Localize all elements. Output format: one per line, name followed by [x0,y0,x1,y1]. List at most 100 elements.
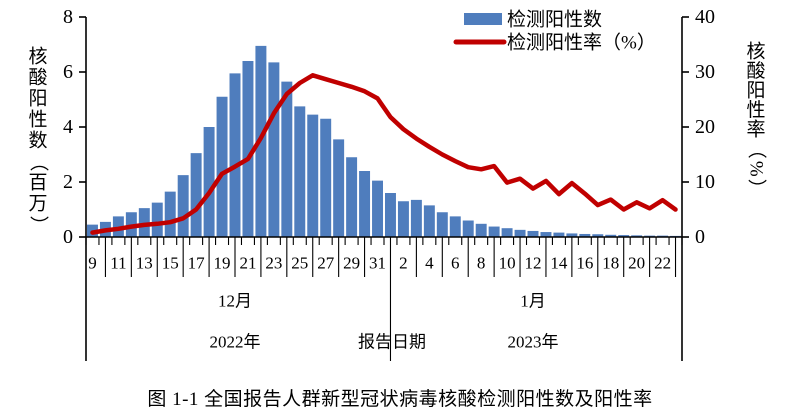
bar [281,81,293,238]
x-tick-label: 8 [477,254,486,273]
month-label: 1月 [520,292,546,311]
axis-title-char: 酸 [28,67,47,89]
axis-title-char: 性 [746,99,765,121]
bar [216,96,228,237]
x-tick-label: 18 [602,254,619,273]
x-tick-label: 13 [136,254,153,273]
axis-title-char: 性 [28,109,47,131]
bar [527,230,539,237]
bar [372,180,383,238]
left-axis-tick-label: 0 [63,226,73,248]
right-axis-tick-label: 10 [695,171,715,193]
x-tick-label: 10 [499,254,516,273]
left-axis-tick-label: 4 [63,116,73,138]
bar [449,216,461,238]
x-tick-label: 14 [550,254,568,273]
bar [138,208,150,238]
bar [605,234,617,237]
x-tick-label: 6 [451,254,460,273]
axis-title-char: ） [746,179,768,198]
bar [540,232,552,237]
bar [397,201,409,237]
bar [268,62,280,238]
bar [320,118,332,237]
bar [203,127,215,237]
bar [294,106,306,238]
bar [164,191,176,238]
bar [592,234,604,237]
bar [307,114,319,238]
x-tick-label: 9 [88,254,97,273]
axis-title-char: 百 [28,173,47,194]
axis-title-char: （ [28,152,50,171]
right-axis-tick-label: 30 [695,61,715,83]
axis-title-char: （ [746,140,768,159]
bar [385,193,396,237]
year-label: 2023年 [508,333,559,352]
right-axis-tick-label: 20 [695,116,715,138]
legend-bar-swatch-icon [464,13,502,25]
bar [177,175,189,238]
x-tick-label: 23 [265,254,282,273]
axis-title-char: 核 [28,46,47,68]
bar [229,73,241,238]
figure-caption: 图 1-1 全国报告人群新型冠状病毒核酸检测阳性数及阳性率 [147,389,653,410]
bar [488,226,500,237]
x-tick-label: 20 [628,254,645,273]
axis-title-char: 阳 [28,88,47,110]
x-tick-label: 25 [291,254,308,273]
bar [423,205,435,238]
right-axis-tick-label: 40 [695,6,715,28]
x-tick-label: 29 [343,254,360,273]
x-tick-label: 31 [369,254,386,273]
bar [436,212,448,237]
axis-title-char: 阳 [746,79,765,101]
positive-rate-line [90,73,678,235]
x-tick-label: 17 [188,254,206,273]
axis-title-char: 数 [28,130,47,152]
bar [618,235,630,237]
x-tick-label: 2 [399,254,408,273]
bar [151,202,163,238]
left-axis-tick-label: 8 [63,6,73,28]
legend-label-rate: 检测阳性率（%） [507,32,656,54]
legend-label-cases: 检测阳性数 [507,9,602,31]
bar [410,199,422,238]
bar [359,171,371,237]
axis-title-char: 率 [746,118,765,140]
axis-title-char: 万 [28,194,47,215]
year-label: 2022年 [210,333,261,352]
left-axis-tick-label: 2 [63,171,73,193]
x-tick-label: 16 [576,254,593,273]
bar [346,157,358,237]
right-axis-tick-label: 0 [695,226,705,248]
x-tick-label: 22 [654,254,671,273]
x-tick-label: 12 [525,254,542,273]
bar [631,235,643,237]
x-tick-label: 27 [317,254,335,273]
x-axis-title: 报告日期 [358,333,426,352]
bar [475,223,487,237]
bar [462,220,474,237]
axis-title-char: % [746,161,767,177]
left-axis-tick-label: 6 [63,61,73,83]
axis-title-char: 核 [746,40,765,62]
x-tick-label: 15 [162,254,179,273]
bar [514,229,526,237]
bar [190,153,202,238]
bars-series [87,45,681,238]
x-tick-label: 19 [214,254,231,273]
bar [579,233,591,237]
x-tick-label: 11 [110,254,126,273]
axis-title-char: 酸 [746,60,765,82]
bar [566,233,578,237]
axis-title-char: ） [28,215,50,234]
bar [242,61,254,237]
x-tick-label: 4 [425,254,434,273]
